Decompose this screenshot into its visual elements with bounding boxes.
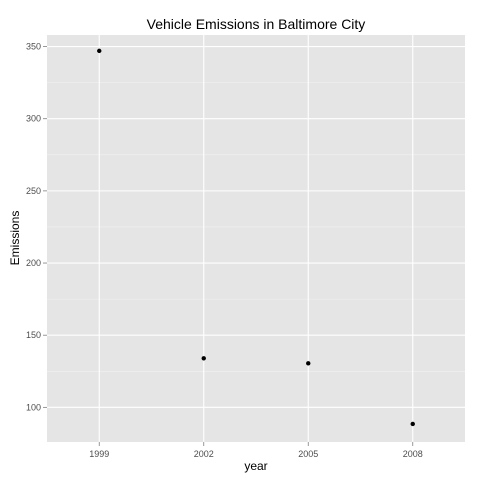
data-points xyxy=(97,48,415,427)
chart-title: Vehicle Emissions in Baltimore City xyxy=(147,16,366,32)
data-point xyxy=(97,48,102,54)
y-tick-label: 100 xyxy=(26,402,41,412)
y-axis-title: Emissions xyxy=(8,211,22,266)
data-point xyxy=(306,361,311,366)
data-point xyxy=(410,421,415,427)
x-tick-label: 2008 xyxy=(403,449,423,459)
x-tick-label: 2005 xyxy=(298,449,318,459)
x-tick-label: 2002 xyxy=(194,449,214,459)
y-axis-ticks: 100 150 200 250 300 350 xyxy=(26,42,47,412)
y-tick-label: 150 xyxy=(26,330,41,340)
y-tick-label: 250 xyxy=(26,186,41,196)
grid-lines xyxy=(47,35,465,442)
x-axis-ticks: 1999 2002 2005 2008 xyxy=(89,442,423,459)
plot-panel xyxy=(47,35,465,442)
y-tick-label: 350 xyxy=(26,42,41,52)
x-axis-title: year xyxy=(244,459,267,473)
y-tick-label: 300 xyxy=(26,114,41,124)
x-tick-label: 1999 xyxy=(89,449,109,459)
y-tick-label: 200 xyxy=(26,258,41,268)
data-point xyxy=(201,356,206,361)
